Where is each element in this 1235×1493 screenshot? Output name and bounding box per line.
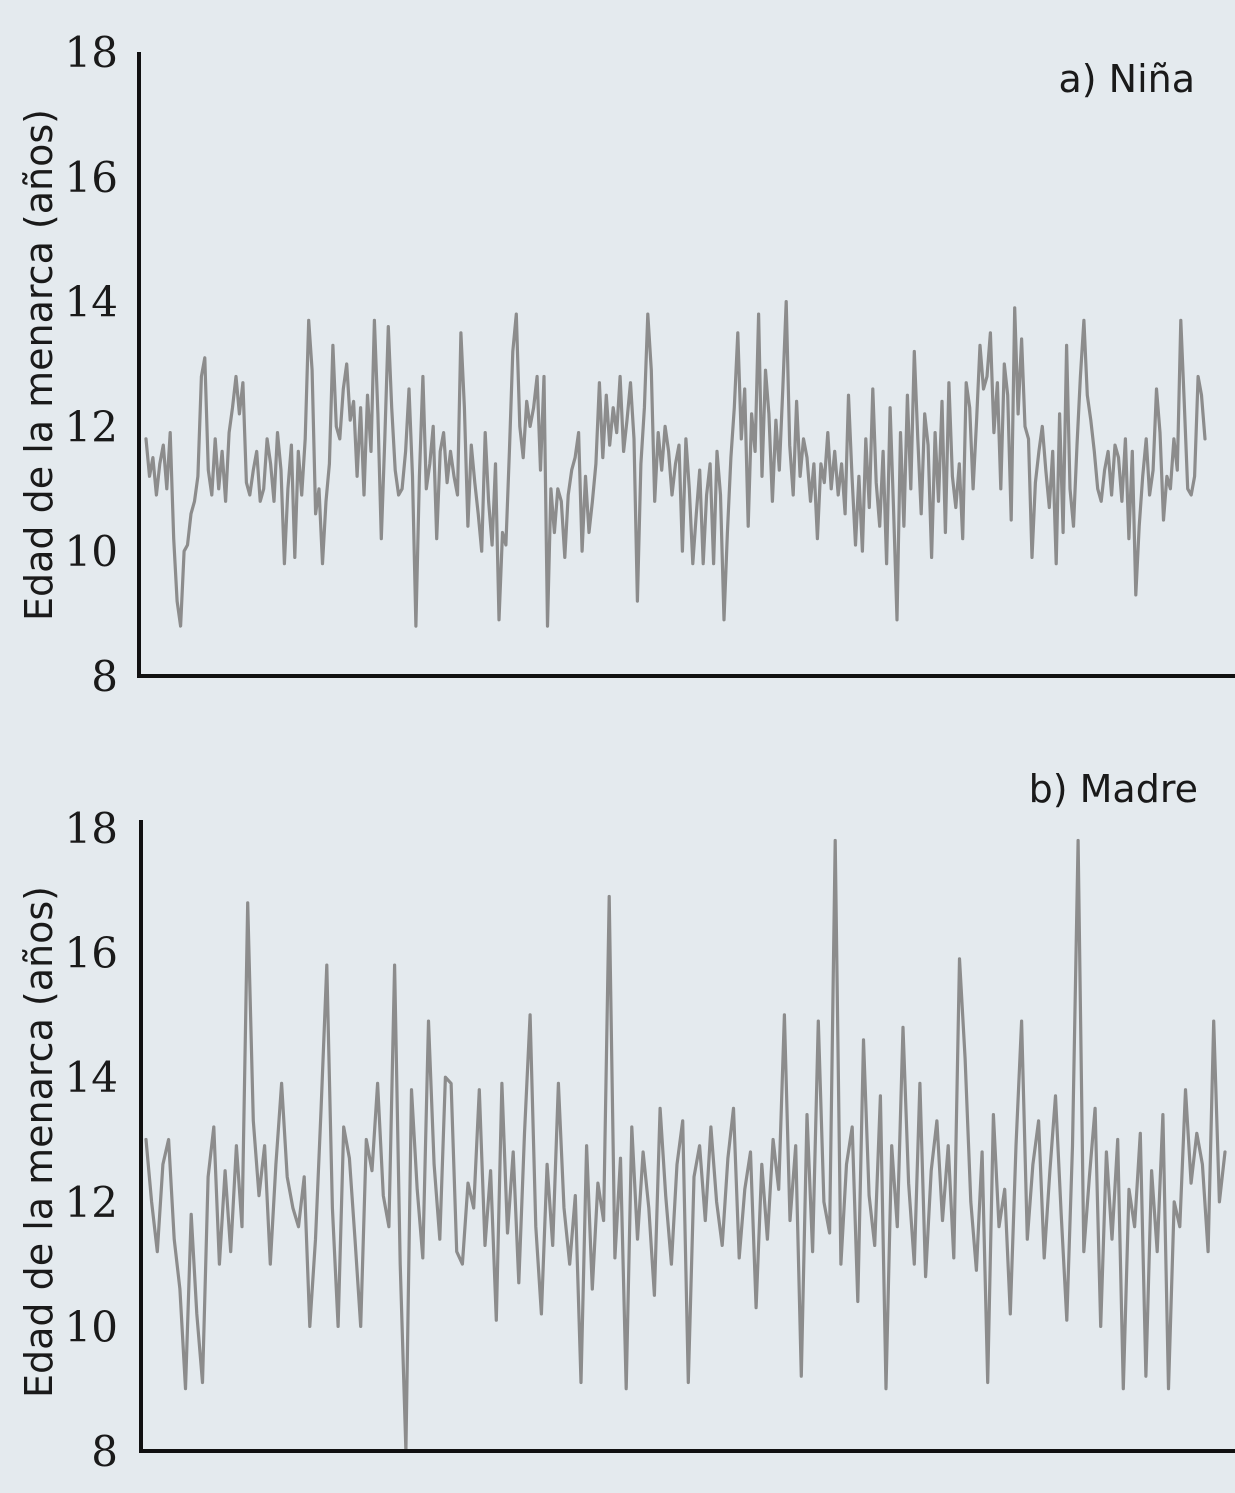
panel-b-y-tick-label: 10 <box>65 1302 118 1351</box>
panel-a-y-tick-label: 8 <box>91 652 118 701</box>
panel-a-y-tick-label: 14 <box>65 278 118 327</box>
panel-b-y-tick-label: 8 <box>91 1427 118 1476</box>
panel-a-y-tick-label: 10 <box>65 527 118 576</box>
panel-b-y-tick-label: 14 <box>65 1053 118 1102</box>
panel-b-y-ticks: 8 10 12 14 16 18 <box>65 804 118 1476</box>
panel-a-nina: Edad de la menarca (años) a) Niña 8 10 12 1… <box>17 28 1235 701</box>
panel-b-y-tick-label: 16 <box>65 929 118 978</box>
panel-b-label: b) Madre <box>1029 767 1198 811</box>
panel-a-y-axis-title: Edad de la menarca (años) <box>17 109 61 621</box>
panel-b-madre: Edad de la menarca (años) b) Madre 8 10 12… <box>17 767 1235 1476</box>
panel-b-axes <box>139 820 1235 1453</box>
panel-a-axes <box>137 52 1235 678</box>
panel-a-y-tick-label: 16 <box>65 153 118 202</box>
panel-b-y-axis-title: Edad de la menarca (años) <box>17 886 61 1398</box>
panel-a-y-tick-label: 12 <box>65 402 118 451</box>
panel-a-series-line <box>144 300 1207 628</box>
panel-b-y-tick-label: 18 <box>65 804 118 853</box>
panel-a-y-ticks: 8 10 12 14 16 18 <box>65 28 118 701</box>
panel-b-series-line <box>144 838 1227 1453</box>
panel-a-y-tick-label: 18 <box>65 28 118 77</box>
panel-a-label: a) Niña <box>1058 57 1195 101</box>
panel-b-y-tick-label: 12 <box>65 1178 118 1227</box>
